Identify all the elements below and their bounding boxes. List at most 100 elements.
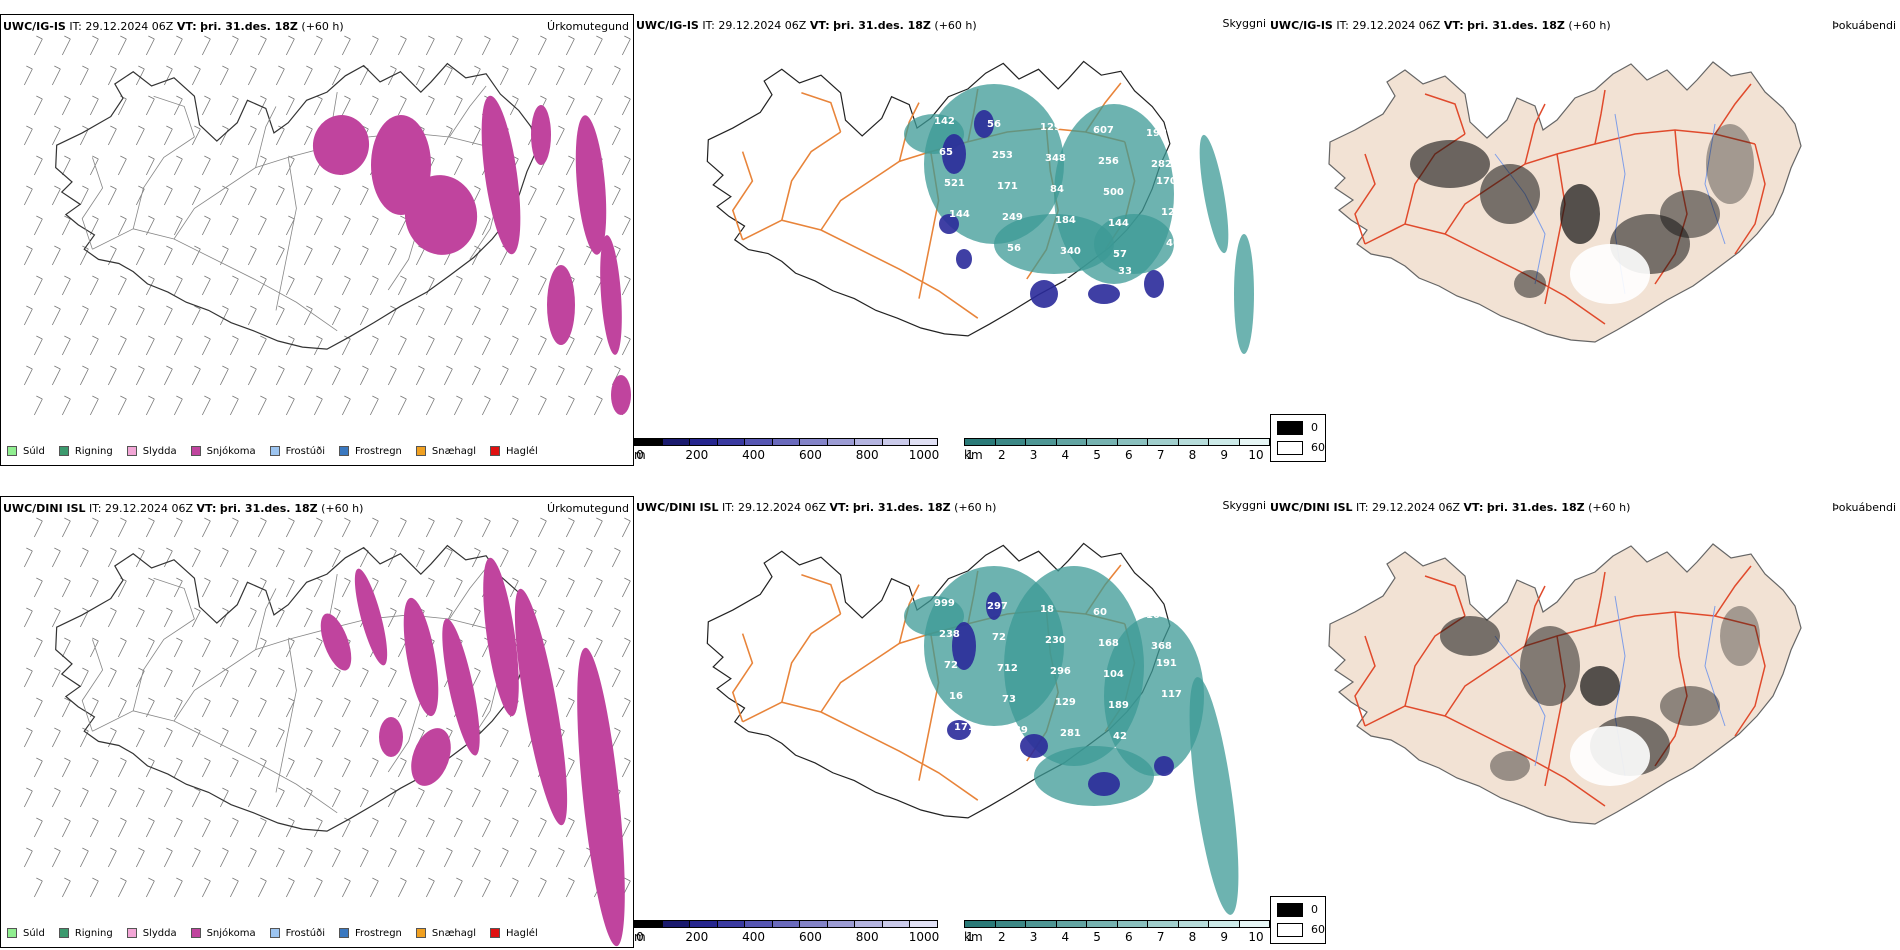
wind-barb	[285, 577, 295, 598]
wind-barb	[555, 365, 565, 386]
wind-barb	[565, 155, 575, 176]
wind-barb	[415, 787, 425, 808]
colorbar-swatch	[1087, 439, 1118, 445]
wind-barb	[369, 335, 379, 356]
snowfall-area	[483, 557, 519, 717]
wind-barb	[33, 35, 43, 56]
wind-barb	[145, 817, 155, 838]
snowfall-area	[531, 105, 551, 165]
wind-barb	[163, 847, 173, 868]
wind-barb	[51, 245, 61, 266]
legend-label: Slydda	[142, 927, 177, 939]
wind-barb	[247, 365, 257, 386]
wind-barb	[33, 637, 43, 658]
wind-barb	[79, 125, 89, 146]
panel-header: UWC/IG-IS IT: 29.12.2024 06Z VT: þri. 31…	[636, 19, 977, 32]
colorbar-swatch	[772, 921, 801, 927]
colorbar-tick: 1000	[908, 448, 940, 462]
wind-barb	[61, 395, 71, 416]
cloud-base-label: 171	[997, 181, 1018, 192]
colorbar-tick: 5	[1093, 448, 1101, 462]
wind-barb	[145, 155, 155, 176]
wind-barb	[509, 517, 519, 538]
wind-barb	[173, 35, 183, 56]
wind-barb	[453, 155, 463, 176]
wind-barb	[369, 95, 379, 116]
wind-barb	[313, 817, 323, 838]
wind-barb	[33, 335, 43, 356]
wind-barb	[387, 547, 397, 568]
wind-barb	[61, 817, 71, 838]
wind-barb	[425, 517, 435, 538]
wind-barb	[359, 305, 369, 326]
wind-barb	[145, 637, 155, 658]
wind-barb	[341, 95, 351, 116]
wind-barb	[443, 787, 453, 808]
wind-barb	[583, 547, 593, 568]
snowfall-area	[312, 115, 370, 175]
cloud-base-label: 60	[1093, 607, 1107, 618]
road-line	[1354, 153, 1376, 245]
wind-barb	[303, 847, 313, 868]
wind-barb	[593, 517, 603, 538]
fog-index-legend: 0 60	[1270, 414, 1326, 462]
wind-barb	[331, 365, 341, 386]
wind-barb	[621, 275, 631, 296]
wind-barb	[229, 577, 239, 598]
legend-label: Slydda	[142, 445, 177, 457]
wind-barb	[369, 275, 379, 296]
wind-barb	[33, 817, 43, 838]
panel-title: Úrkomutegund	[547, 20, 629, 33]
legend-swatch	[7, 446, 17, 456]
wind-barb	[583, 65, 593, 86]
wind-barb	[107, 607, 117, 628]
fog-area	[1514, 270, 1546, 298]
colorbar-tick: 7	[1156, 448, 1165, 462]
snowfall-area	[575, 115, 607, 255]
wind-barb	[499, 787, 509, 808]
wind-barb	[219, 305, 229, 326]
wind-barb	[499, 65, 509, 86]
wind-barb	[257, 395, 267, 416]
wind-barb	[61, 95, 71, 116]
road-line	[1444, 611, 1756, 717]
cloud-base-label: 170	[1156, 176, 1177, 187]
cloud-base-label: 18	[1040, 604, 1054, 615]
wind-barb	[257, 155, 267, 176]
wind-barb	[593, 95, 603, 116]
snowfall-area	[611, 375, 631, 415]
snowfall-area	[547, 265, 575, 345]
wind-barb	[33, 275, 43, 296]
wind-barb	[313, 697, 323, 718]
legend-item: Haglél	[490, 446, 538, 457]
low-cloud-area	[942, 134, 966, 174]
legend-item: Rigning	[58, 928, 113, 939]
colorbar-swatch	[1239, 439, 1269, 445]
wind-barb	[537, 517, 547, 538]
fog-panel-bottom: UWC/DINI ISL IT: 29.12.2024 06Z VT: þri.…	[1270, 496, 1900, 948]
colorbar-tick: 3	[1029, 448, 1038, 462]
wind-barb	[135, 787, 145, 808]
wind-barb	[481, 877, 491, 898]
colorbar-swatch	[965, 921, 996, 927]
wind-barb	[23, 787, 33, 808]
cloud-base-label: 340	[1060, 246, 1081, 257]
wind-barb	[173, 637, 183, 658]
wind-barb	[229, 95, 239, 116]
wind-barb	[565, 95, 575, 116]
colorbar-swatch	[635, 439, 663, 445]
low-visibility-area	[1199, 134, 1229, 254]
wind-barb	[481, 697, 491, 718]
wind-barb	[611, 727, 621, 748]
road-line	[81, 639, 104, 732]
cloud-base-label: 16	[949, 691, 963, 702]
legend-label: Haglél	[506, 927, 538, 939]
cloud-base-colorbar: m 0 200 400 600 800 1000	[634, 438, 940, 462]
colorbar-tick: 9	[1220, 930, 1229, 944]
wind-barb	[191, 365, 201, 386]
legend-swatch	[415, 446, 426, 456]
colorbar-swatch	[1178, 921, 1209, 927]
cloud-base-label: 368	[1151, 641, 1172, 652]
wind-barb	[79, 667, 89, 688]
wind-barb	[611, 185, 621, 206]
